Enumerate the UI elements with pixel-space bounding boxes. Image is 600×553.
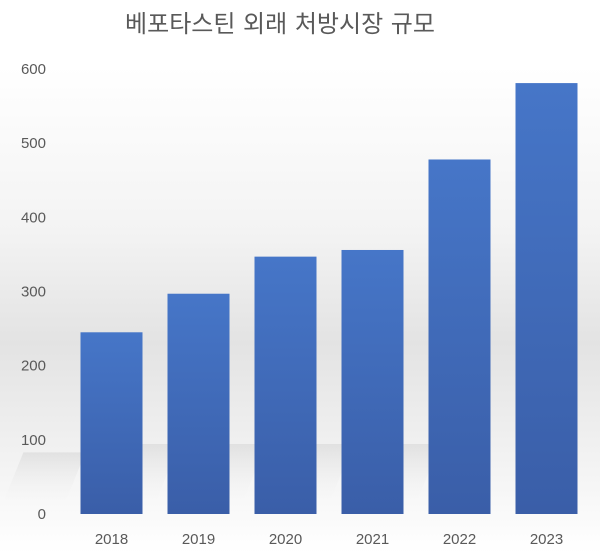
y-tick-label: 400 bbox=[21, 209, 46, 226]
x-tick-label: 2019 bbox=[182, 531, 215, 548]
y-tick-label: 200 bbox=[21, 358, 46, 375]
x-axis-ticks: 2018 2019 2020 2021 2022 2023 bbox=[95, 531, 563, 548]
y-tick-label: 0 bbox=[38, 506, 46, 523]
bar-2022 bbox=[428, 159, 491, 514]
bar-2023 bbox=[515, 83, 578, 514]
y-tick-label: 100 bbox=[21, 432, 46, 449]
x-tick-label: 2022 bbox=[443, 531, 476, 548]
bar-shadow bbox=[0, 452, 86, 514]
bars bbox=[80, 83, 578, 514]
x-tick-label: 2023 bbox=[530, 531, 563, 548]
y-tick-label: 600 bbox=[21, 61, 46, 78]
bar-2018 bbox=[80, 332, 143, 514]
y-tick-label: 300 bbox=[21, 284, 46, 301]
x-tick-label: 2020 bbox=[269, 531, 302, 548]
bar-2021 bbox=[341, 249, 404, 514]
y-tick-label: 500 bbox=[21, 135, 46, 152]
bar-2020 bbox=[254, 256, 317, 514]
y-axis-ticks: 0 100 200 300 400 500 600 bbox=[21, 61, 46, 523]
x-tick-label: 2021 bbox=[356, 531, 389, 548]
chart-title: 베포타스틴 외래 처방시장 규모 bbox=[125, 10, 435, 38]
bar-2019 bbox=[167, 293, 230, 514]
x-tick-label: 2018 bbox=[95, 531, 128, 548]
